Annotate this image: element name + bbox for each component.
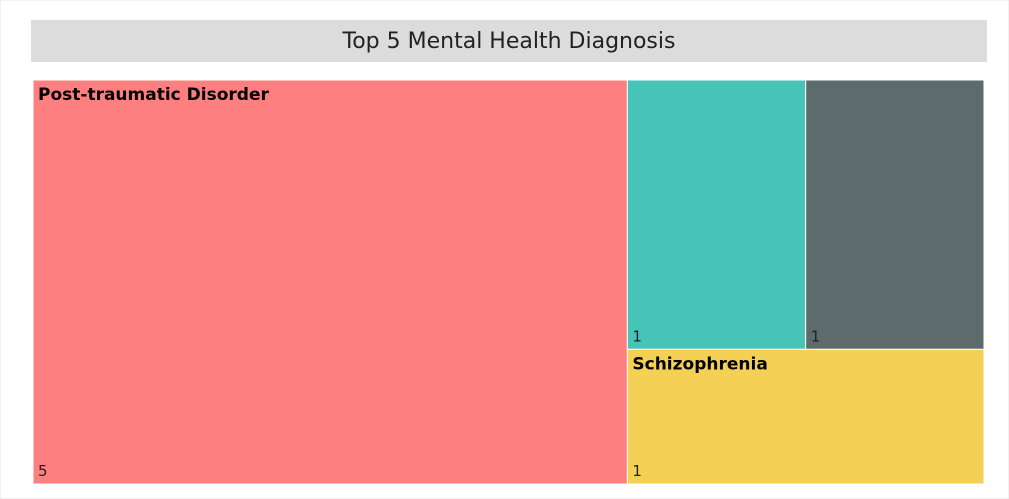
chart-title: Top 5 Mental Health Diagnosis: [342, 29, 676, 54]
value-label: 1: [632, 462, 642, 480]
tile: [626, 348, 985, 485]
tile: [32, 79, 628, 485]
title-bar: [31, 20, 987, 62]
value-label: 1: [632, 327, 642, 345]
tile: [805, 79, 985, 350]
tile-label: Schizophrenia: [632, 354, 767, 374]
tile-label: Post-traumatic Disorder: [38, 85, 269, 105]
value-label: 1: [811, 327, 821, 345]
tile: [626, 79, 807, 350]
value-label: 5: [38, 462, 48, 480]
